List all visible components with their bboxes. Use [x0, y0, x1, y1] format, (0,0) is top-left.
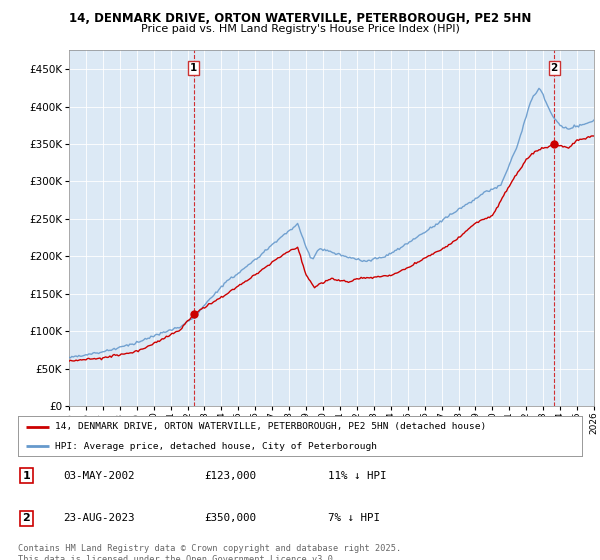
Text: HPI: Average price, detached house, City of Peterborough: HPI: Average price, detached house, City…: [55, 442, 377, 451]
Text: £123,000: £123,000: [204, 471, 256, 481]
Text: Price paid vs. HM Land Registry's House Price Index (HPI): Price paid vs. HM Land Registry's House …: [140, 24, 460, 34]
Text: 1: 1: [190, 63, 197, 73]
Text: 7% ↓ HPI: 7% ↓ HPI: [328, 513, 380, 523]
Text: 2: 2: [23, 513, 31, 523]
Text: 2: 2: [551, 63, 558, 73]
Text: 11% ↓ HPI: 11% ↓ HPI: [328, 471, 387, 481]
Text: 23-AUG-2023: 23-AUG-2023: [63, 513, 134, 523]
Text: 14, DENMARK DRIVE, ORTON WATERVILLE, PETERBOROUGH, PE2 5HN: 14, DENMARK DRIVE, ORTON WATERVILLE, PET…: [69, 12, 531, 25]
Text: 1: 1: [23, 471, 31, 481]
Text: Contains HM Land Registry data © Crown copyright and database right 2025.
This d: Contains HM Land Registry data © Crown c…: [18, 544, 401, 560]
Text: 14, DENMARK DRIVE, ORTON WATERVILLE, PETERBOROUGH, PE2 5HN (detached house): 14, DENMARK DRIVE, ORTON WATERVILLE, PET…: [55, 422, 486, 431]
Text: £350,000: £350,000: [204, 513, 256, 523]
Text: 03-MAY-2002: 03-MAY-2002: [63, 471, 134, 481]
